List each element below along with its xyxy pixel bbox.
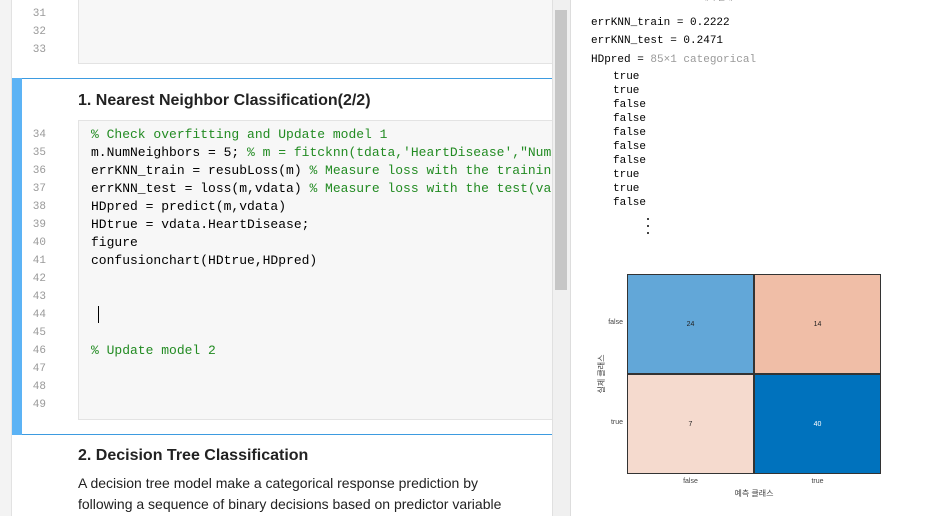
section-border [22, 78, 552, 79]
output-value: false [613, 127, 647, 139]
line-number: 31 [32, 8, 46, 20]
cell-value: 40 [813, 420, 822, 428]
code-line: HDtrue = vdata.HeartDisease; [91, 216, 309, 234]
comment: % Measure loss with the test(val [309, 181, 552, 196]
section-border [22, 434, 552, 435]
row-label: true [610, 419, 623, 426]
comment: % Measure loss with the training [309, 163, 552, 178]
output-pane: 예측 클래스 errKNN_train = 0.2222 errKNN_test … [570, 0, 926, 516]
code-box[interactable] [78, 120, 552, 420]
line-number: 49 [32, 399, 46, 411]
line-number: 44 [32, 309, 46, 321]
output-value: true [613, 169, 640, 181]
col-label: true [811, 478, 824, 485]
code: HDpred = predict(m,vdata) [91, 199, 287, 214]
y-axis-label: 실제 클래스 [597, 354, 606, 394]
cell-value: 7 [688, 420, 693, 428]
section-bar [12, 78, 22, 435]
code: confusionchart(HDtrue,HDpred) [91, 253, 318, 268]
line-number: 33 [32, 44, 46, 56]
cell-value: 14 [813, 320, 822, 328]
code: m.NumNeighbors = 5; [91, 145, 248, 160]
code-line: errKNN_train = resubLoss(m) % Measure lo… [91, 162, 552, 180]
comment: % Update model 2 [91, 343, 216, 358]
output-value: false [613, 197, 647, 209]
line-number: 37 [32, 183, 46, 195]
code-line: % Update model 2 [91, 342, 216, 360]
output-value: false [613, 113, 647, 125]
line-number: 42 [32, 273, 46, 285]
matrix-cell: 40 [754, 374, 881, 474]
line-number: 47 [32, 363, 46, 375]
output-line: errKNN_train = 0.2222 [591, 17, 730, 29]
output-line: errKNN_test = 0.2471 [591, 35, 724, 47]
line-number: 36 [32, 165, 46, 177]
code-line: m.NumNeighbors = 5; % m = fitcknn(tdata,… [91, 144, 552, 162]
x-axis-label: 예측 클래스 [734, 489, 774, 498]
output-line: HDpred = 85×1 categorical [591, 53, 756, 67]
text-line: following a sequence of binary decisions… [78, 496, 502, 512]
ellipsis-dot [647, 218, 649, 220]
var-name: HDpred = [591, 54, 651, 66]
matrix-cell: 14 [754, 274, 881, 374]
code: HDtrue = vdata.HeartDisease; [91, 217, 310, 232]
line-number: 32 [32, 26, 46, 38]
editor[interactable]: 1. Nearest Neighbor Classification(2/2) … [0, 0, 552, 516]
output-value: true [613, 71, 640, 83]
var-type: 85×1 categorical [650, 54, 757, 66]
line-number: 41 [32, 255, 46, 267]
code: errKNN_test = loss(m,vdata) [91, 181, 310, 196]
code-line: confusionchart(HDtrue,HDpred) [91, 252, 317, 270]
line-number: 38 [32, 201, 46, 213]
output-value: false [613, 155, 647, 167]
code: errKNN_train = resubLoss(m) [91, 163, 310, 178]
text-line: A decision tree model make a categorical… [78, 475, 478, 491]
line-number: 40 [32, 237, 46, 249]
code-box [78, 0, 552, 64]
row-label: false [608, 319, 623, 326]
line-number: 46 [32, 345, 46, 357]
line-number: 45 [32, 327, 46, 339]
comment: % Check overfitting and Update model 1 [91, 127, 388, 142]
section-title: 2. Decision Tree Classification [78, 447, 309, 464]
ellipsis-dot [647, 225, 649, 227]
output-value: false [613, 141, 647, 153]
left-strip [0, 0, 12, 516]
section-text: A decision tree model make a categorical… [78, 473, 501, 515]
output-value: false [613, 99, 647, 111]
scroll-thumb[interactable] [555, 10, 567, 290]
line-number: 39 [32, 219, 46, 231]
ellipsis-dot [647, 232, 649, 234]
col-label: false [683, 478, 698, 485]
line-number: 43 [32, 291, 46, 303]
matrix-cell: 24 [627, 274, 754, 374]
scrollbar[interactable] [552, 0, 570, 516]
code-line: HDpred = predict(m,vdata) [91, 198, 286, 216]
cell-value: 24 [686, 320, 695, 328]
line-number: 34 [32, 129, 46, 141]
clipped-label: 예측 클래스 [701, 0, 740, 3]
matrix-cell: 7 [627, 374, 754, 474]
cursor [98, 306, 99, 323]
code-line: % Check overfitting and Update model 1 [91, 126, 387, 144]
section-title: 1. Nearest Neighbor Classification(2/2) [78, 92, 371, 109]
line-number: 35 [32, 147, 46, 159]
code: figure [91, 235, 138, 250]
comment: % m = fitcknn(tdata,'HeartDisease',"NumN [247, 145, 552, 160]
code-line: figure [91, 234, 138, 252]
output-value: true [613, 85, 640, 97]
line-number: 48 [32, 381, 46, 393]
code-line: errKNN_test = loss(m,vdata) % Measure lo… [91, 180, 552, 198]
output-value: true [613, 183, 640, 195]
